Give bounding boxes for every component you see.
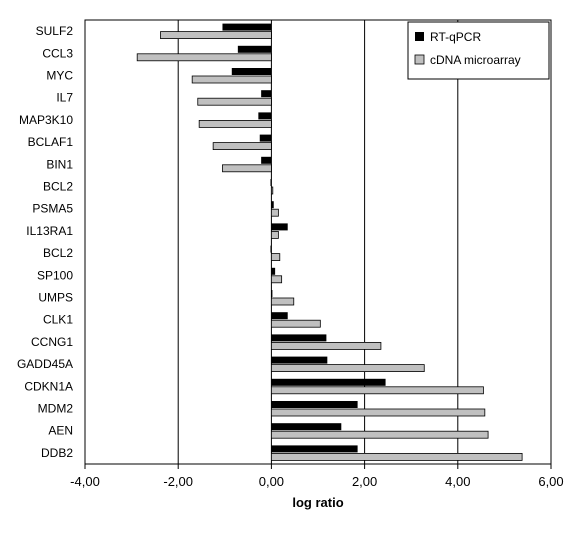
category-label: AEN: [48, 424, 73, 438]
category-label: SP100: [37, 268, 73, 282]
bar: [271, 356, 328, 364]
category-label: CCL3: [42, 46, 73, 60]
category-label: DDB2: [41, 446, 73, 460]
bar: [222, 164, 272, 173]
x-tick-label: -2,00: [163, 474, 193, 489]
bar: [270, 408, 486, 417]
legend-swatch: [415, 32, 424, 41]
bar: [271, 312, 288, 320]
x-tick-label: 4,00: [445, 474, 470, 489]
bar: [270, 430, 489, 439]
plot-area: [84, 19, 552, 465]
category-label: CDKN1A: [24, 379, 73, 393]
bar: [231, 68, 272, 75]
bar: [271, 378, 386, 386]
legend-box: [407, 21, 550, 80]
category-label: UMPS: [38, 291, 73, 305]
x-tick-label: 6,00: [538, 474, 563, 489]
category-label: CLK1: [43, 313, 73, 327]
category-label: MDM2: [38, 402, 74, 416]
bar: [271, 423, 342, 431]
x-tick-label: -4,00: [70, 474, 100, 489]
bar: [270, 186, 274, 195]
bar: [212, 142, 272, 151]
bar: [270, 452, 523, 461]
bar: [271, 334, 327, 342]
bar: [270, 364, 425, 373]
bar: [270, 386, 484, 395]
category-label: MYC: [46, 69, 73, 83]
category-label: IL7: [56, 91, 73, 105]
category-label: SULF2: [36, 24, 74, 38]
bar: [191, 75, 272, 84]
bar: [270, 297, 295, 306]
legend-swatch: [414, 54, 425, 65]
legend-label: RT-qPCR: [430, 30, 481, 44]
category-label: PSMA5: [32, 202, 73, 216]
category-label: IL13RA1: [26, 224, 73, 238]
bar: [270, 275, 283, 284]
bar: [270, 230, 279, 239]
category-label: BCL2: [43, 246, 73, 260]
bar: [259, 134, 272, 142]
bar: [160, 31, 272, 40]
bar: [271, 223, 288, 231]
bar: [271, 401, 358, 408]
axes: SULF2 CCL3 MYC IL7 MAP3K10 BCLAF1 BIN1 BCL2 PSMA…: [17, 24, 564, 489]
bar: [270, 253, 281, 262]
category-label: BCLAF1: [28, 135, 74, 149]
category-label: CCNG1: [31, 335, 73, 349]
bar: [198, 120, 272, 128]
bar: [261, 156, 272, 164]
bar: [222, 23, 272, 31]
bar: [270, 208, 279, 217]
legend-label: cDNA microarray: [430, 53, 521, 67]
category-label: BIN1: [46, 157, 73, 171]
bar: [237, 45, 272, 53]
bar: [271, 201, 274, 209]
bar: [270, 319, 321, 328]
bar: [271, 445, 358, 453]
bar: [271, 267, 276, 275]
category-label: GADD45A: [17, 357, 73, 371]
bar: [270, 341, 382, 350]
bar: [258, 112, 272, 120]
bar: [136, 53, 272, 62]
bar: [261, 90, 272, 98]
bars: [136, 23, 523, 461]
x-tick-label: 2,00: [352, 474, 377, 489]
bar: [197, 97, 272, 106]
x-tick-label: 0,00: [259, 474, 284, 489]
bar: [271, 290, 273, 297]
category-label: MAP3K10: [19, 113, 73, 127]
bar: [270, 245, 272, 253]
legend: RT-qPCR cDNA microarray: [407, 21, 550, 80]
bar: [270, 179, 272, 186]
x-axis-title: log ratio: [292, 495, 343, 510]
category-label: BCL2: [43, 180, 73, 194]
